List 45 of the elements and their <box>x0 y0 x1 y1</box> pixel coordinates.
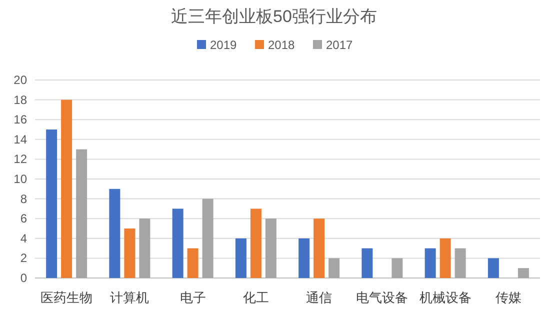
bar <box>202 198 214 278</box>
y-tick-label: 8 <box>20 192 28 206</box>
bar <box>124 228 136 278</box>
legend-label: 2019 <box>210 38 238 52</box>
bar <box>139 218 150 278</box>
y-tick-label: 14 <box>14 132 28 146</box>
bar <box>424 248 436 278</box>
chart-title: 近三年创业板50强行业分布 <box>171 7 377 26</box>
bar <box>187 248 198 278</box>
bar <box>46 130 58 278</box>
y-tick-label: 2 <box>20 251 28 266</box>
y-tick-label: 20 <box>14 73 28 87</box>
x-tick-label: 计算机 <box>110 290 150 305</box>
x-tick-label: 化工 <box>242 290 269 305</box>
bar <box>76 149 88 278</box>
y-tick-label: 18 <box>14 92 28 107</box>
bar <box>518 268 529 278</box>
bar <box>454 248 466 278</box>
bar <box>392 258 403 278</box>
x-tick-label: 通信 <box>306 290 332 305</box>
y-tick-label: 16 <box>14 112 28 127</box>
bar <box>314 218 325 278</box>
bar <box>440 238 451 278</box>
y-tick-label: 6 <box>20 212 28 226</box>
y-tick-label: 10 <box>14 172 28 186</box>
legend-label: 2017 <box>326 38 354 52</box>
x-tick-label: 传媒 <box>495 290 522 305</box>
bar <box>61 100 72 278</box>
legend-label: 2018 <box>268 38 296 52</box>
bar <box>172 208 184 278</box>
bar <box>362 248 373 278</box>
y-tick-label: 0 <box>20 271 28 285</box>
bar <box>265 218 276 278</box>
bar <box>235 238 246 278</box>
y-tick-label: 4 <box>20 231 28 246</box>
bar <box>328 258 340 278</box>
x-tick-label: 机械设备 <box>419 290 472 305</box>
x-tick-label: 医药生物 <box>40 290 93 305</box>
bar <box>109 188 120 278</box>
bar <box>488 258 499 278</box>
x-tick-label: 电子 <box>180 290 206 305</box>
bar <box>298 238 310 278</box>
bar <box>250 208 262 278</box>
x-tick-label: 电气设备 <box>356 290 408 305</box>
y-tick-label: 12 <box>14 152 28 166</box>
